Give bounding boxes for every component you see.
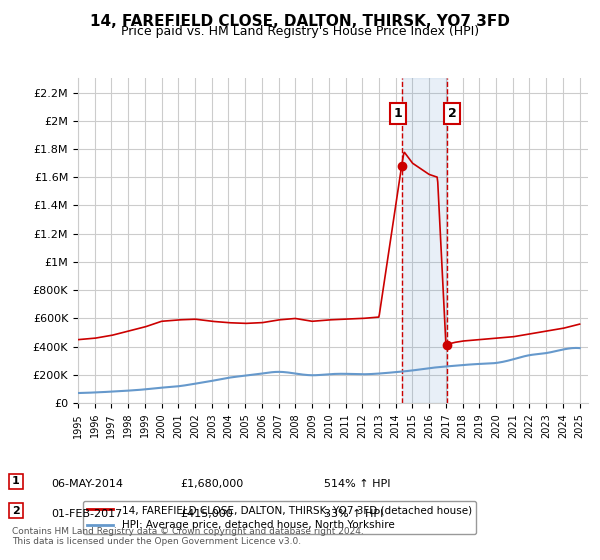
Bar [401,78,447,403]
Text: 14, FAREFIELD CLOSE, DALTON, THIRSK, YO7 3FD: 14, FAREFIELD CLOSE, DALTON, THIRSK, YO7… [90,14,510,29]
Text: 01-FEB-2017: 01-FEB-2017 [51,508,122,519]
Text: Price paid vs. HM Land Registry's House Price Index (HPI): Price paid vs. HM Land Registry's House … [121,25,479,38]
Text: 514% ↑ HPI: 514% ↑ HPI [324,479,391,489]
Text: 1: 1 [394,107,403,120]
Text: £1,680,000: £1,680,000 [180,479,243,489]
Text: 06-MAY-2014: 06-MAY-2014 [51,479,123,489]
Text: 2: 2 [448,107,457,120]
Text: 33% ↑ HPI: 33% ↑ HPI [324,508,383,519]
Legend: 14, FAREFIELD CLOSE, DALTON, THIRSK, YO7 3FD (detached house), HPI: Average pric: 14, FAREFIELD CLOSE, DALTON, THIRSK, YO7… [83,501,476,534]
Text: 2: 2 [12,506,20,516]
Text: £415,000: £415,000 [180,508,233,519]
Text: Contains HM Land Registry data © Crown copyright and database right 2024.
This d: Contains HM Land Registry data © Crown c… [12,526,364,546]
Text: 1: 1 [12,477,20,487]
